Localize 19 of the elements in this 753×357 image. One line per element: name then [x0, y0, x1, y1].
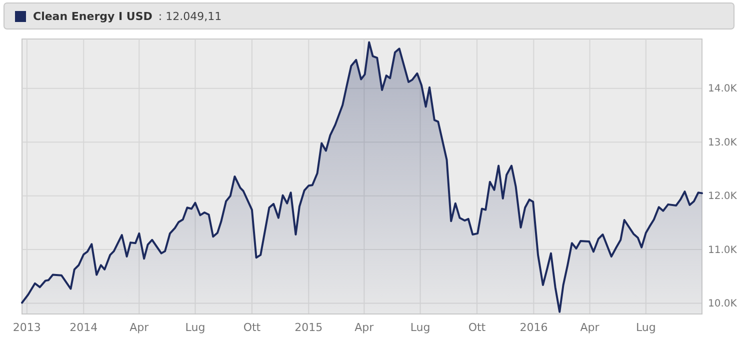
x-tick-label: Ott [243, 320, 262, 334]
x-tick-label: 2015 [294, 320, 323, 334]
x-tick-label: Lug [185, 320, 206, 334]
text: : 12.049,11 [158, 10, 222, 23]
x-tick-label: Apr [354, 320, 374, 334]
x-tick-label: Ott [468, 320, 486, 334]
x-tick-label: Apr [580, 320, 600, 334]
x-tick-label: Lug [410, 320, 430, 334]
y-tick-label: 10.0K [708, 298, 738, 310]
legend-label: Clean Energy I USD [33, 10, 152, 23]
x-tick-label: 2013 [12, 320, 41, 334]
y-tick-label: 12.0K [708, 191, 738, 202]
x-tick-label: 2016 [520, 320, 548, 334]
x-tick-label: 2014 [70, 320, 98, 334]
x-tick-label: Lug [636, 320, 656, 334]
y-tick-label: 14.0K [708, 84, 738, 95]
x-tick-label: Apr [130, 320, 150, 334]
y-tick-label: 11.0K [708, 244, 738, 256]
y-tick-label: 13.0K [708, 137, 738, 148]
